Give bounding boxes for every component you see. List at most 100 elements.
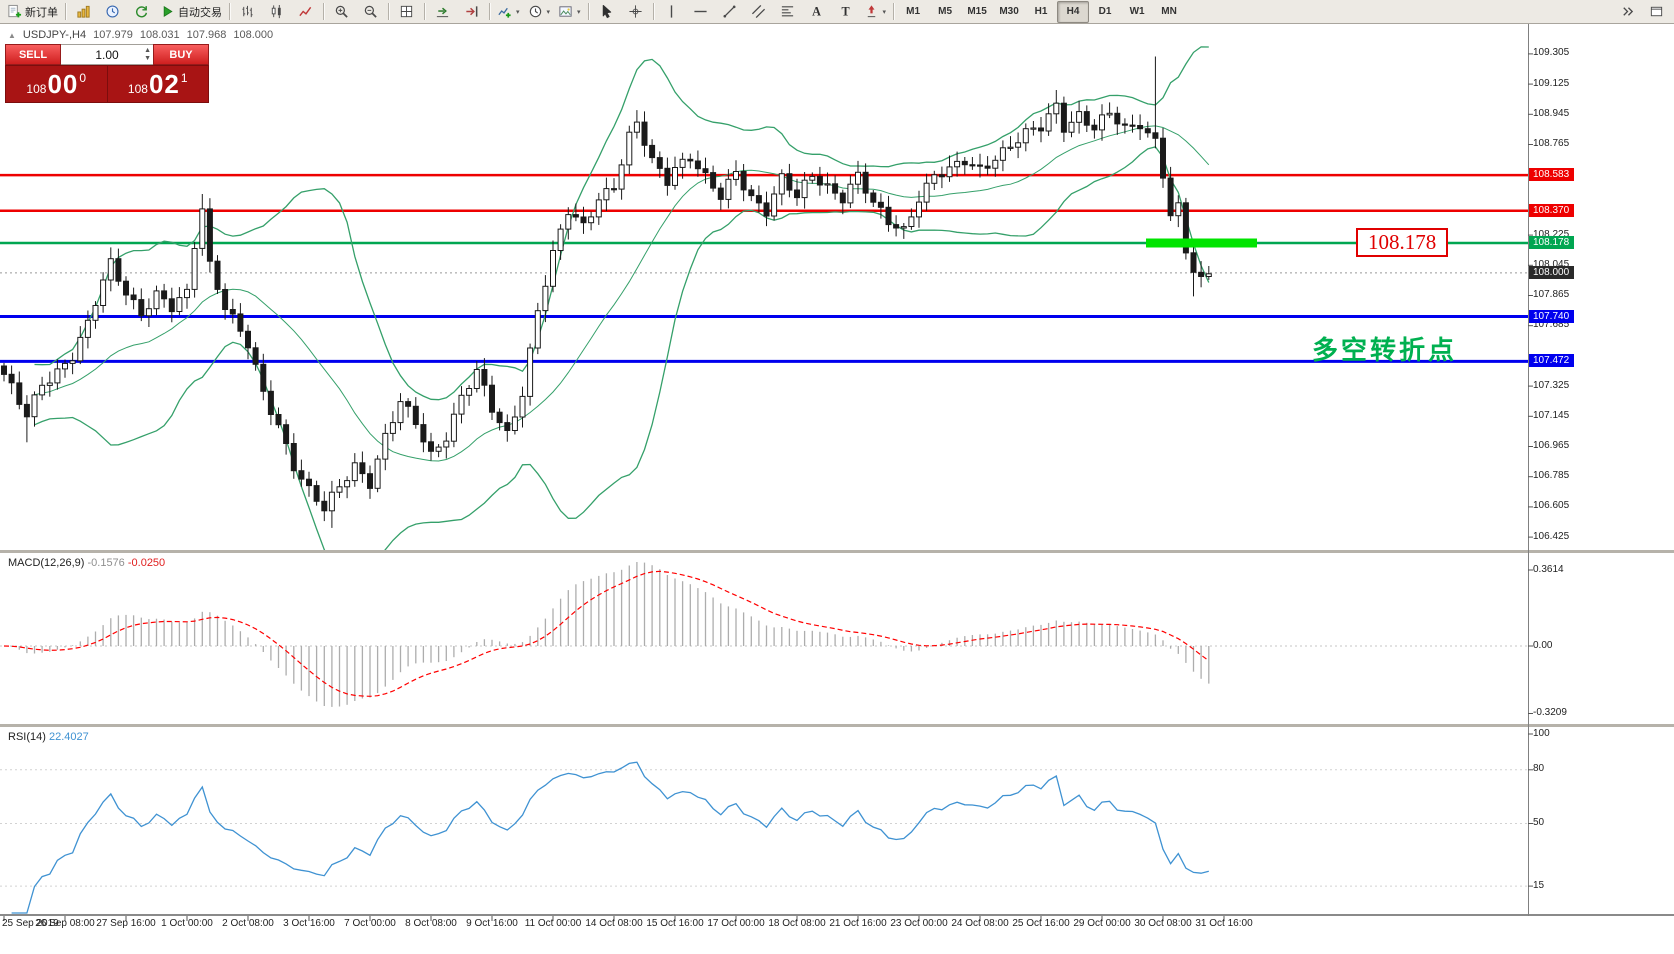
panel-separator[interactable]	[0, 724, 1674, 727]
time-axis-line	[0, 914, 1674, 916]
chart-area[interactable]	[0, 24, 1674, 949]
bollinger-middle-band	[34, 125, 1210, 462]
buy-button[interactable]: BUY	[153, 44, 209, 65]
zoom-in-button[interactable]	[327, 1, 356, 23]
one-click-trading-panel: SELL 1.00 ▲ ▼ BUY 108 00 0 108 02 1	[5, 44, 209, 103]
dock-icon	[1650, 6, 1663, 17]
svg-text:A: A	[812, 5, 821, 19]
timeframe-button-h1[interactable]: H1	[1034, 6, 1048, 17]
buy-price-panel[interactable]: 108 02 1	[106, 66, 209, 102]
bollinger-lower-band	[34, 146, 1210, 550]
new-order-button[interactable]: 新订单	[3, 1, 62, 23]
fibonacci-icon	[781, 6, 793, 17]
rsi-line	[11, 761, 1209, 914]
grid-icon	[400, 5, 413, 18]
auto-scroll-icon	[436, 7, 449, 18]
lot-increase-icon[interactable]: ▲	[144, 47, 151, 54]
toolbar-separator	[388, 3, 389, 20]
cursor-icon	[602, 4, 611, 19]
bar-low-value: 107.968	[186, 29, 227, 41]
sell-price-point: 0	[79, 70, 87, 85]
timeframe-button-m15[interactable]: M15	[967, 6, 987, 17]
market-watch-button[interactable]	[98, 1, 127, 23]
crosshair-button[interactable]	[621, 1, 650, 23]
zoom-in-icon	[335, 5, 348, 18]
refresh-icon	[136, 6, 148, 18]
bollinger-upper-band	[34, 46, 1209, 401]
periods-button[interactable]: ▾	[524, 1, 555, 23]
channel-button[interactable]	[744, 1, 773, 23]
label-icon: T	[841, 5, 849, 19]
highlight-zone[interactable]	[1146, 238, 1257, 248]
cursor-button[interactable]	[592, 1, 621, 23]
indicators-icon	[498, 7, 511, 18]
axis-ticks	[3, 53, 1533, 921]
toolbar-overflow-button[interactable]	[1613, 1, 1642, 23]
grid-button[interactable]	[392, 1, 421, 23]
candlestick-button[interactable]	[262, 1, 291, 23]
indicators-button[interactable]: ▾	[493, 1, 524, 23]
chart-icon: ▲	[8, 30, 16, 40]
timeframe-button-m1[interactable]: M1	[906, 6, 921, 17]
dropdown-caret-icon: ▾	[577, 8, 581, 16]
channel-icon	[751, 4, 765, 19]
candlesticks	[1, 56, 1212, 528]
trendline-button[interactable]	[715, 1, 744, 23]
lot-size-field[interactable]: 1.00 ▲ ▼	[61, 44, 153, 65]
sell-price-panel[interactable]: 108 00 0	[6, 66, 107, 102]
line-chart-button[interactable]	[291, 1, 320, 23]
toolbar-separator	[893, 3, 895, 20]
buy-price-pips: 02	[148, 68, 180, 99]
auto-trading-button[interactable]: 自动交易	[156, 1, 226, 23]
toolbar-right-group	[1613, 1, 1671, 23]
refresh-button[interactable]	[127, 1, 156, 23]
templates-button[interactable]: ▾	[554, 1, 585, 23]
toolbar-separator	[489, 3, 490, 20]
arrows-icon	[867, 5, 875, 18]
toolbar-separator	[587, 3, 589, 20]
rsi-value: 22.4027	[48, 731, 89, 743]
new-order-icon	[8, 4, 22, 18]
vertical-line-button[interactable]	[657, 1, 686, 23]
price-callout-label[interactable]: 108.178	[1356, 228, 1449, 257]
turning-point-annotation[interactable]: 多空转折点	[1312, 335, 1458, 365]
arrows-button[interactable]: ▾	[860, 1, 891, 23]
templates-icon	[559, 6, 572, 17]
buy-price-point: 1	[180, 70, 188, 85]
sell-price-pips: 00	[47, 68, 79, 99]
lot-decrease-icon[interactable]: ▼	[144, 55, 151, 62]
dock-button[interactable]	[1642, 1, 1671, 23]
bar-close-value: 108.000	[233, 29, 274, 41]
line-chart-icon	[299, 6, 312, 17]
svg-text:T: T	[841, 5, 849, 19]
panel-separator[interactable]	[0, 550, 1674, 553]
candlestick-icon	[271, 4, 281, 19]
bar-open-value: 107.979	[93, 29, 133, 41]
macd-indicator-label: MACD(12,26,9) -0.1576 -0.0250	[8, 557, 166, 569]
timeframe-button-d1[interactable]: D1	[1098, 6, 1112, 17]
horizontal-line-button[interactable]	[686, 1, 715, 23]
chart-background	[0, 24, 1674, 949]
new-chart-button[interactable]	[69, 1, 98, 23]
auto-scroll-button[interactable]	[428, 1, 457, 23]
chart-symbol-info: ▲ USDJPY-,H4 107.979 108.031 107.968 108…	[8, 29, 273, 41]
timeframe-button-m30[interactable]: M30	[999, 6, 1019, 17]
buy-price-figure: 108	[127, 82, 148, 96]
fibonacci-button[interactable]	[773, 1, 802, 23]
label-button[interactable]: T	[831, 1, 860, 23]
chart-shift-button[interactable]	[457, 1, 486, 23]
bar-chart-button[interactable]	[233, 1, 262, 23]
bar-chart-icon	[242, 5, 253, 18]
sell-button[interactable]: SELL	[5, 44, 61, 65]
toolbar-separator	[65, 3, 66, 20]
dropdown-caret-icon: ▾	[516, 8, 520, 16]
zoom-out-button[interactable]	[356, 1, 385, 23]
text-button[interactable]: A	[802, 1, 831, 23]
timeframe-button-m5[interactable]: M5	[938, 6, 953, 17]
text-icon: A	[812, 5, 821, 19]
chart-shift-icon	[466, 6, 478, 17]
macd-signal-value: -0.0250	[127, 557, 166, 569]
timeframe-button-w1[interactable]: W1	[1129, 6, 1145, 17]
timeframe-button-mn[interactable]: MN	[1161, 6, 1177, 17]
timeframe-button-h4[interactable]: H4	[1057, 0, 1090, 23]
